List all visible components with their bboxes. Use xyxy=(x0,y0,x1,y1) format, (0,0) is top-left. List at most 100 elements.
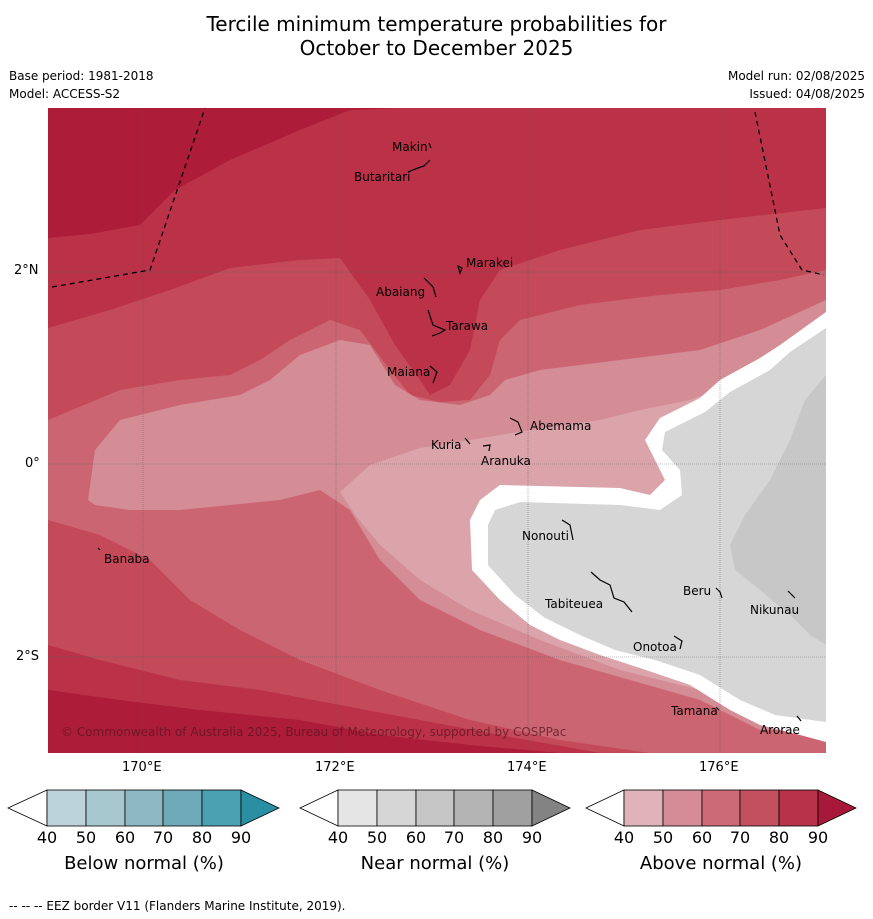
title-line-1: Tercile minimum temperature probabilitie… xyxy=(206,12,667,36)
eez-border xyxy=(51,107,825,288)
tick-below-40: 40 xyxy=(36,828,58,847)
base-period: Base period: 1981-2018 xyxy=(9,69,154,83)
tick-above-40: 40 xyxy=(613,828,635,847)
island-label-nonouti: Nonouti xyxy=(522,529,569,543)
lat-label-0: 0° xyxy=(25,456,40,471)
tick-below-50: 50 xyxy=(75,828,97,847)
island-label-makin: Makin xyxy=(392,140,428,154)
lat-label-2s: 2°S xyxy=(16,649,40,664)
lon-label-174e: 174°E xyxy=(507,760,547,775)
tick-below-60: 60 xyxy=(114,828,136,847)
island-shape-marakei xyxy=(457,264,463,275)
island-labels: Makin Butaritari Marakei Abaiang Tarawa … xyxy=(104,140,800,737)
band-near-40-50 xyxy=(488,328,826,722)
copyright-text: © Commonwealth of Australia 2025, Bureau… xyxy=(61,725,566,739)
colorbar-above-bin-50-60 xyxy=(662,789,703,827)
island-label-tamana: Tamana xyxy=(670,704,718,718)
title-line-2: October to December 2025 xyxy=(299,36,574,60)
island-label-beru: Beru xyxy=(683,584,711,598)
colorbar-below-low-arrow xyxy=(7,789,48,827)
eez-border-east xyxy=(754,111,825,276)
colorbar-below-bin-70-80 xyxy=(162,789,203,827)
colorbar-near-bin-70-80 xyxy=(453,789,494,827)
lon-label-176e: 176°E xyxy=(699,760,739,775)
colorbar-below-bin-80-90 xyxy=(201,789,242,827)
tick-near-80: 80 xyxy=(482,828,504,847)
island-shape-tarawa xyxy=(427,309,447,337)
island-label-abaiang: Abaiang xyxy=(376,285,425,299)
colorbar-above-high-arrow xyxy=(817,789,857,827)
colorbar-below-bin-50-60 xyxy=(85,789,126,827)
island-label-tabiteuea: Tabiteuea xyxy=(544,597,603,611)
issued-date: Issued: 04/08/2025 xyxy=(749,87,865,101)
tick-near-50: 50 xyxy=(366,828,388,847)
island-shape-makin xyxy=(428,142,432,149)
map-title: Tercile minimum temperature probabilitie… xyxy=(0,12,873,60)
colorbar-below-bin-40-50 xyxy=(46,789,87,827)
eez-border-west xyxy=(51,107,206,288)
colorbar-below xyxy=(7,789,280,827)
island-shape-maiana xyxy=(429,365,438,384)
colorbar-near xyxy=(299,789,571,827)
tick-near-90: 90 xyxy=(521,828,543,847)
colorbar-near-bin-40-50 xyxy=(337,789,378,827)
island-shape-tabiteuea xyxy=(590,571,633,613)
tick-near-70: 70 xyxy=(443,828,465,847)
island-label-aranuka: Aranuka xyxy=(481,454,531,468)
island-label-maiana: Maiana xyxy=(387,365,430,379)
meta-right: Model run: 02/08/2025 Issued: 04/08/2025 xyxy=(728,67,865,103)
colorbar-near-high-arrow xyxy=(531,789,571,827)
island-outlines xyxy=(97,142,802,722)
colorbar-above-bin-80-90 xyxy=(778,789,819,827)
colorbar-above-bin-60-70 xyxy=(701,789,741,827)
island-shape-banaba xyxy=(97,547,101,551)
probability-field xyxy=(48,108,826,753)
colorbar-above xyxy=(585,789,857,827)
tick-near-40: 40 xyxy=(327,828,349,847)
colorbar-above-title: Above normal (%) xyxy=(639,853,803,874)
tick-below-90: 90 xyxy=(230,828,252,847)
colorbar-above-low-arrow xyxy=(585,789,625,827)
graticule xyxy=(48,108,826,753)
colorbar-near-bin-60-70 xyxy=(415,789,455,827)
island-shape-aranuka xyxy=(482,444,491,452)
island-label-kuria: Kuria xyxy=(431,438,462,452)
island-shape-arorae xyxy=(796,715,802,722)
island-shape-kuria xyxy=(464,437,471,445)
island-label-butaritari: Butaritari xyxy=(354,170,411,184)
tick-near-60: 60 xyxy=(405,828,427,847)
lon-label-172e: 172°E xyxy=(315,760,355,775)
model-name: Model: ACCESS-S2 xyxy=(9,87,121,101)
island-shape-nonouti xyxy=(561,519,574,541)
island-label-onotoa: Onotoa xyxy=(633,640,677,654)
colorbar-below-bin-60-70 xyxy=(124,789,164,827)
island-label-banaba: Banaba xyxy=(104,552,150,566)
model-run: Model run: 02/08/2025 xyxy=(727,69,865,83)
tick-above-50: 50 xyxy=(652,828,674,847)
colorbar-below-high-arrow xyxy=(240,789,280,827)
colorbar-near-bin-50-60 xyxy=(376,789,417,827)
island-shape-onotoa xyxy=(673,635,683,650)
island-label-abemama: Abemama xyxy=(530,419,591,433)
tick-below-70: 70 xyxy=(152,828,174,847)
tick-above-90: 90 xyxy=(807,828,829,847)
island-shape-abemama xyxy=(509,417,523,436)
island-shape-nikunau xyxy=(787,590,796,599)
colorbar-below-title: Below normal (%) xyxy=(64,853,224,874)
island-label-nikunau: Nikunau xyxy=(750,603,799,617)
island-label-marakei: Marakei xyxy=(466,256,513,270)
island-shape-tamana xyxy=(715,706,720,711)
tick-above-70: 70 xyxy=(729,828,751,847)
island-label-tarawa: Tarawa xyxy=(445,319,488,333)
meta-left: Base period: 1981-2018 Model: ACCESS-S2 xyxy=(9,67,154,103)
tick-above-60: 60 xyxy=(691,828,713,847)
island-label-arorae: Arorae xyxy=(760,723,800,737)
island-shape-abaiang xyxy=(423,277,437,298)
colorbar-above-bin-40-50 xyxy=(623,789,664,827)
colorbar-above-bin-70-80 xyxy=(739,789,780,827)
eez-footnote: -- -- -- EEZ border V11 (Flanders Marine… xyxy=(9,899,346,913)
colorbar-near-bin-80-90 xyxy=(492,789,533,827)
lon-label-170e: 170°E xyxy=(122,760,162,775)
tick-below-80: 80 xyxy=(191,828,213,847)
